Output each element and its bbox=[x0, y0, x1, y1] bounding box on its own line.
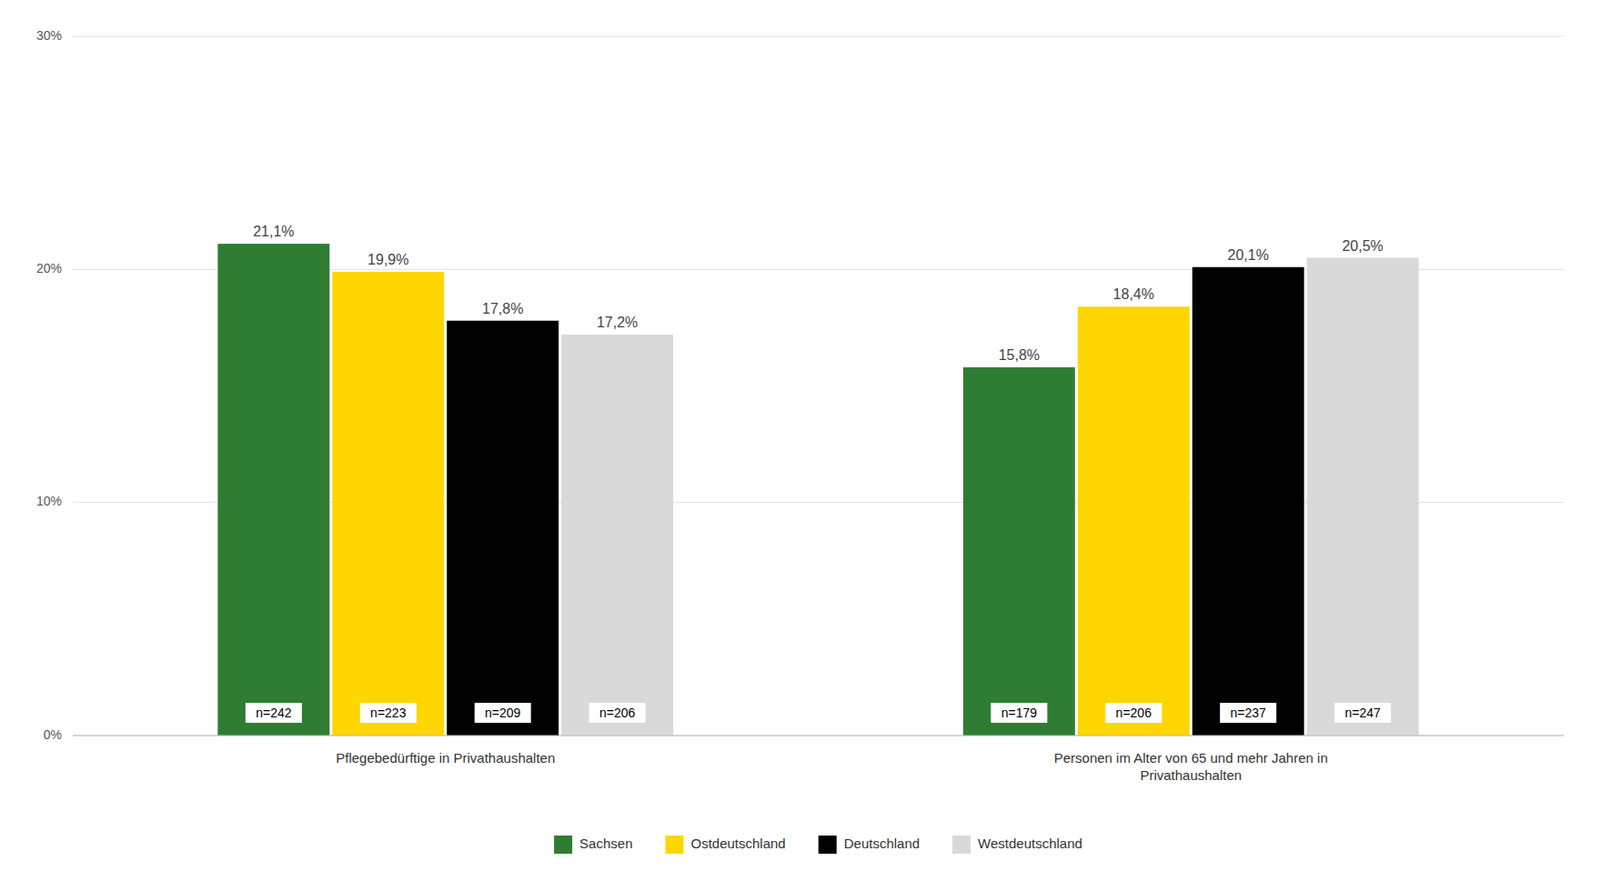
legend-swatch bbox=[818, 835, 837, 855]
n-label: n=223 bbox=[360, 703, 417, 724]
bar bbox=[963, 367, 1076, 736]
legend-item: Sachsen bbox=[553, 835, 633, 855]
bar bbox=[1077, 306, 1190, 736]
legend-swatch bbox=[664, 835, 684, 855]
value-label: 20,1% bbox=[1227, 247, 1269, 263]
n-label-box bbox=[474, 703, 532, 724]
legend-item: Ostdeutschland bbox=[664, 835, 785, 855]
n-label-box bbox=[360, 703, 417, 724]
y-tick-label: 20% bbox=[36, 261, 62, 276]
n-label-text: n=179 bbox=[1001, 705, 1038, 721]
value-label: 17,2% bbox=[596, 314, 638, 331]
n-label: n=242 bbox=[245, 703, 302, 724]
n-label: n=247 bbox=[1334, 703, 1391, 724]
x-axis-line bbox=[72, 735, 1564, 737]
n-label-box bbox=[589, 703, 646, 724]
bar bbox=[217, 243, 330, 736]
legend-label: Ostdeutschland bbox=[690, 835, 785, 852]
legend-label: Sachsen bbox=[579, 835, 633, 852]
legend-swatch bbox=[553, 835, 573, 855]
n-label: n=209 bbox=[474, 703, 532, 724]
y-tick-label: 30% bbox=[36, 28, 62, 43]
bar bbox=[1192, 267, 1305, 736]
bar bbox=[561, 334, 674, 736]
n-label-box bbox=[245, 703, 302, 724]
chart-container: 0% 10% 20% 30% 21,1% n=242 19,9% n=223 17,8% n=20… bbox=[0, 0, 1600, 881]
n-label-box bbox=[1334, 703, 1391, 724]
n-label: n=206 bbox=[589, 703, 646, 724]
n-label-text: n=206 bbox=[599, 705, 636, 721]
n-label: n=206 bbox=[1105, 703, 1162, 724]
n-label-text: n=247 bbox=[1344, 705, 1381, 721]
value-label: 21,1% bbox=[252, 223, 294, 240]
n-label-box bbox=[1219, 703, 1277, 724]
grid-line bbox=[72, 735, 1564, 737]
n-label: n=237 bbox=[1219, 703, 1277, 724]
value-label: 17,8% bbox=[482, 301, 524, 317]
chart-svg: 0% 10% 20% 30% 21,1% n=242 19,9% n=223 17,8% n=20… bbox=[0, 0, 1600, 881]
value-label: 20,5% bbox=[1341, 238, 1383, 254]
n-label-text: n=206 bbox=[1116, 705, 1153, 721]
legend: Sachsen Ostdeutschland Deutschland Westdeut… bbox=[553, 835, 1083, 855]
n-label-box bbox=[990, 703, 1047, 724]
y-tick-label: 10% bbox=[36, 493, 62, 509]
legend-item: Westdeutschland bbox=[952, 835, 1083, 855]
x-tick-label: Personen im Alter von 65 und mehr Jahren… bbox=[1054, 750, 1329, 784]
value-label: 15,8% bbox=[998, 347, 1040, 363]
x-tick-label: Pflegebedürftige in Privathaushalten bbox=[335, 750, 555, 766]
n-label-text: n=237 bbox=[1230, 705, 1268, 721]
n-label-text: n=209 bbox=[484, 705, 522, 721]
bar bbox=[446, 321, 559, 736]
n-label-text: n=242 bbox=[255, 705, 292, 721]
data-labels: 21,1% n=242 19,9% n=223 17,8% n=209 17,2% n=206… bbox=[245, 223, 1391, 724]
value-label: 19,9% bbox=[367, 251, 409, 268]
legend-item: Deutschland bbox=[818, 835, 920, 855]
n-label-box bbox=[1105, 703, 1162, 724]
grid bbox=[72, 36, 1564, 736]
value-label: 18,4% bbox=[1113, 286, 1155, 302]
bar bbox=[332, 271, 444, 736]
bar bbox=[1307, 258, 1419, 736]
legend-label: Deutschland bbox=[844, 835, 920, 852]
bars bbox=[217, 243, 1419, 736]
legend-swatch bbox=[952, 835, 971, 855]
n-label-text: n=223 bbox=[370, 705, 407, 721]
grid-line bbox=[72, 36, 1564, 38]
legend-label: Westdeutschland bbox=[977, 835, 1083, 852]
n-label: n=179 bbox=[990, 703, 1047, 724]
y-tick-label: 0% bbox=[43, 727, 62, 743]
